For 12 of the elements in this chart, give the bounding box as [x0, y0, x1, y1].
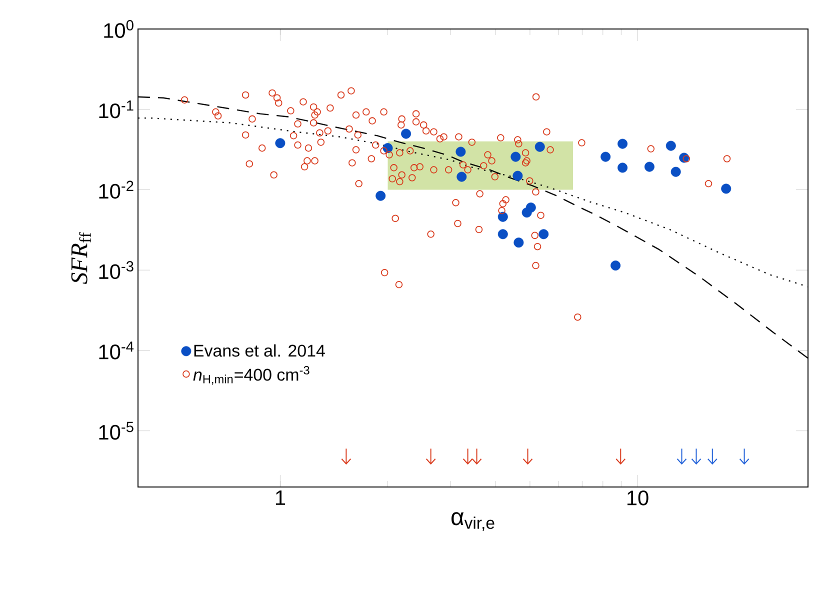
y-tick-label: 10$^{-4}$: [99, 342, 134, 360]
x-tick-label: 1: [276, 490, 285, 505]
y-axis-title: SFR$_{ff}$: [71, 232, 91, 284]
y-tick-label: 10$^{-3}$: [99, 261, 134, 280]
y-tick-label: 10$^{-1}$: [99, 100, 134, 118]
y-tick-label: 10$^{-2}$: [99, 180, 134, 199]
y-tick-label: 10$^{-5}$: [99, 422, 134, 440]
x-tick-label: 10: [627, 490, 648, 506]
y-tick-label: 10$^{0}$: [104, 20, 134, 38]
x-axis-title: α$_{vir,e}$: [451, 512, 494, 531]
legend-label: Evans et al. 2014: [194, 344, 325, 357]
legend-label: n$_{H,min}$=400 cm$^{-3}$: [193, 366, 310, 385]
